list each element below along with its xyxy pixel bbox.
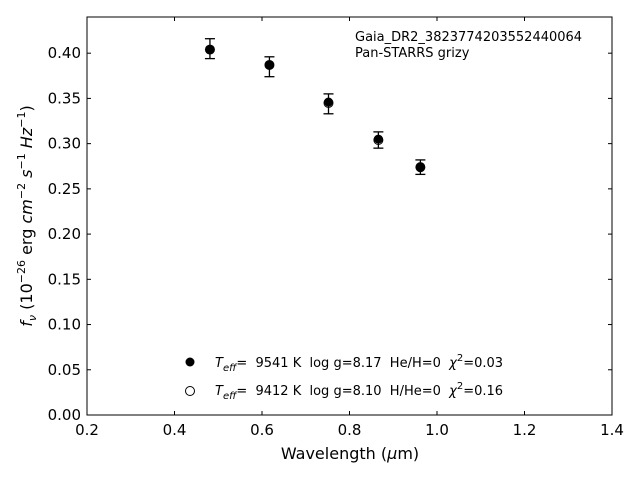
y-tick-label: 0.25 [48, 180, 81, 198]
y-tick-label: 0.15 [48, 270, 81, 288]
x-tick-label: 0.6 [250, 421, 274, 439]
model-point-open [264, 59, 275, 70]
x-tick-label: 1.2 [513, 421, 537, 439]
legend: Teff= 9541 K log g=8.17 He/H=0 χ2=0.03 T… [185, 353, 503, 402]
y-axis-label: fν (10−26 erg cm−2 s−1 Hz−1) [15, 105, 39, 326]
model-point-filled [324, 97, 333, 107]
x-tick-label: 0.4 [163, 421, 187, 439]
y-tick-label: 0.35 [48, 89, 81, 107]
legend-entry-2: Teff= 9412 K log g=8.10 H/He=0 χ2=0.16 [215, 381, 503, 402]
x-tick-label: 1.0 [425, 421, 449, 439]
legend-entry-1: Teff= 9541 K log g=8.17 He/H=0 χ2=0.03 [215, 353, 503, 374]
y-tick-label: 0.05 [48, 361, 81, 379]
x-tick-label: 1.4 [600, 421, 624, 439]
model-point-filled [415, 162, 425, 172]
legend-marker-filled [185, 357, 195, 367]
model-point-open [204, 44, 215, 55]
legend-marker-open [185, 386, 195, 396]
model-point-filled [205, 45, 215, 55]
model-point-filled [373, 134, 383, 144]
data-marks [204, 38, 426, 176]
annotation-target-name: Gaia_DR2_3823774203552440064 [355, 30, 582, 45]
model-point-open [323, 97, 334, 108]
x-tick-label: 0.8 [338, 421, 362, 439]
model-point-open [373, 135, 384, 146]
y-tick-label: 0.40 [48, 44, 81, 62]
x-axis-label: Wavelength (μm) [281, 444, 419, 463]
x-tick-label: 0.2 [75, 421, 99, 439]
plot-area [86, 16, 613, 416]
y-tick-label: 0.10 [48, 316, 81, 334]
y-tick-label: 0.20 [48, 225, 81, 243]
annotation-survey-name: Pan-STARRS grizy [355, 46, 470, 61]
model-point-filled [264, 60, 274, 70]
y-tick-label: 0.00 [48, 406, 81, 424]
axis-ticks: 0.2 0.4 0.6 0.8 1.0 1.2 1.4 0.00 0.05 0.10 0.15 0.2… [48, 17, 624, 439]
model-point-open [415, 162, 426, 173]
y-tick-label: 0.30 [48, 135, 81, 153]
